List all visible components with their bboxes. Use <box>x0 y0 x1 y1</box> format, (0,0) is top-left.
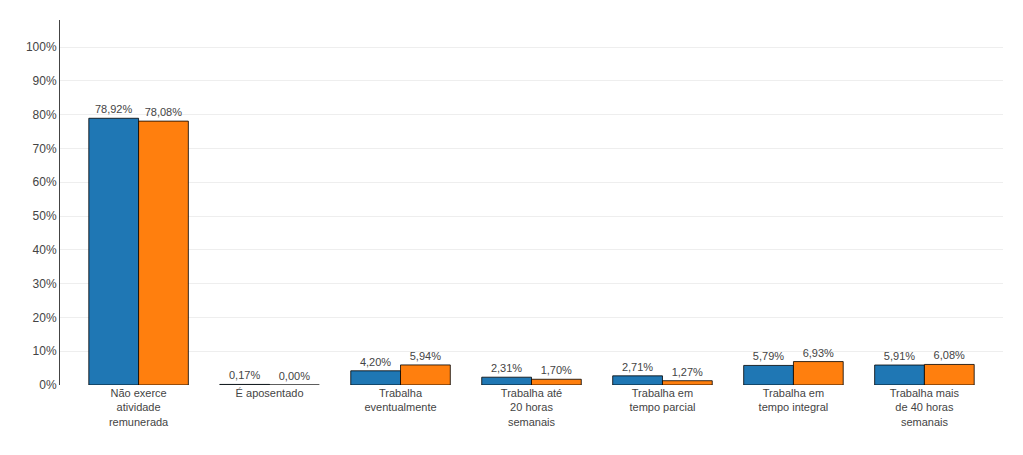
svg-text:Trabalha emtempo parcial: Trabalha emtempo parcial <box>629 387 695 413</box>
svg-text:78,92%: 78,92% <box>95 103 133 115</box>
svg-text:5,91%: 5,91% <box>884 350 915 362</box>
svg-text:2,71%: 2,71% <box>622 361 653 373</box>
svg-text:2,31%: 2,31% <box>491 362 522 374</box>
svg-text:Trabalha até20 horassemanais: Trabalha até20 horassemanais <box>501 387 562 428</box>
svg-text:30%: 30% <box>33 277 57 291</box>
svg-text:80%: 80% <box>33 108 57 122</box>
svg-text:Trabalha maisde 40 horassemana: Trabalha maisde 40 horassemanais <box>890 387 960 428</box>
svg-text:4,20%: 4,20% <box>360 356 391 368</box>
svg-text:1,27%: 1,27% <box>672 366 703 378</box>
svg-text:É aposentado: É aposentado <box>236 387 304 399</box>
svg-text:1,70%: 1,70% <box>541 364 572 376</box>
svg-text:100%: 100% <box>26 40 57 54</box>
svg-text:6,08%: 6,08% <box>934 349 965 361</box>
svg-text:70%: 70% <box>33 142 57 156</box>
svg-text:60%: 60% <box>33 175 57 189</box>
svg-text:50%: 50% <box>33 209 57 223</box>
svg-text:Trabalha emtempo integral: Trabalha emtempo integral <box>759 387 829 413</box>
svg-text:78,08%: 78,08% <box>145 106 183 118</box>
svg-text:Trabalhaeventualmente: Trabalhaeventualmente <box>364 387 436 413</box>
svg-text:5,79%: 5,79% <box>753 350 784 362</box>
svg-text:0%: 0% <box>39 378 57 392</box>
svg-text:40%: 40% <box>33 243 57 257</box>
svg-text:90%: 90% <box>33 74 57 88</box>
svg-text:0,00%: 0,00% <box>279 370 310 382</box>
svg-text:20%: 20% <box>33 311 57 325</box>
svg-text:0,17%: 0,17% <box>229 369 260 381</box>
svg-text:5,94%: 5,94% <box>410 350 441 362</box>
svg-text:6,93%: 6,93% <box>803 347 834 359</box>
svg-text:10%: 10% <box>33 344 57 358</box>
svg-text:Não exerceatividaderemunerada: Não exerceatividaderemunerada <box>109 387 169 428</box>
